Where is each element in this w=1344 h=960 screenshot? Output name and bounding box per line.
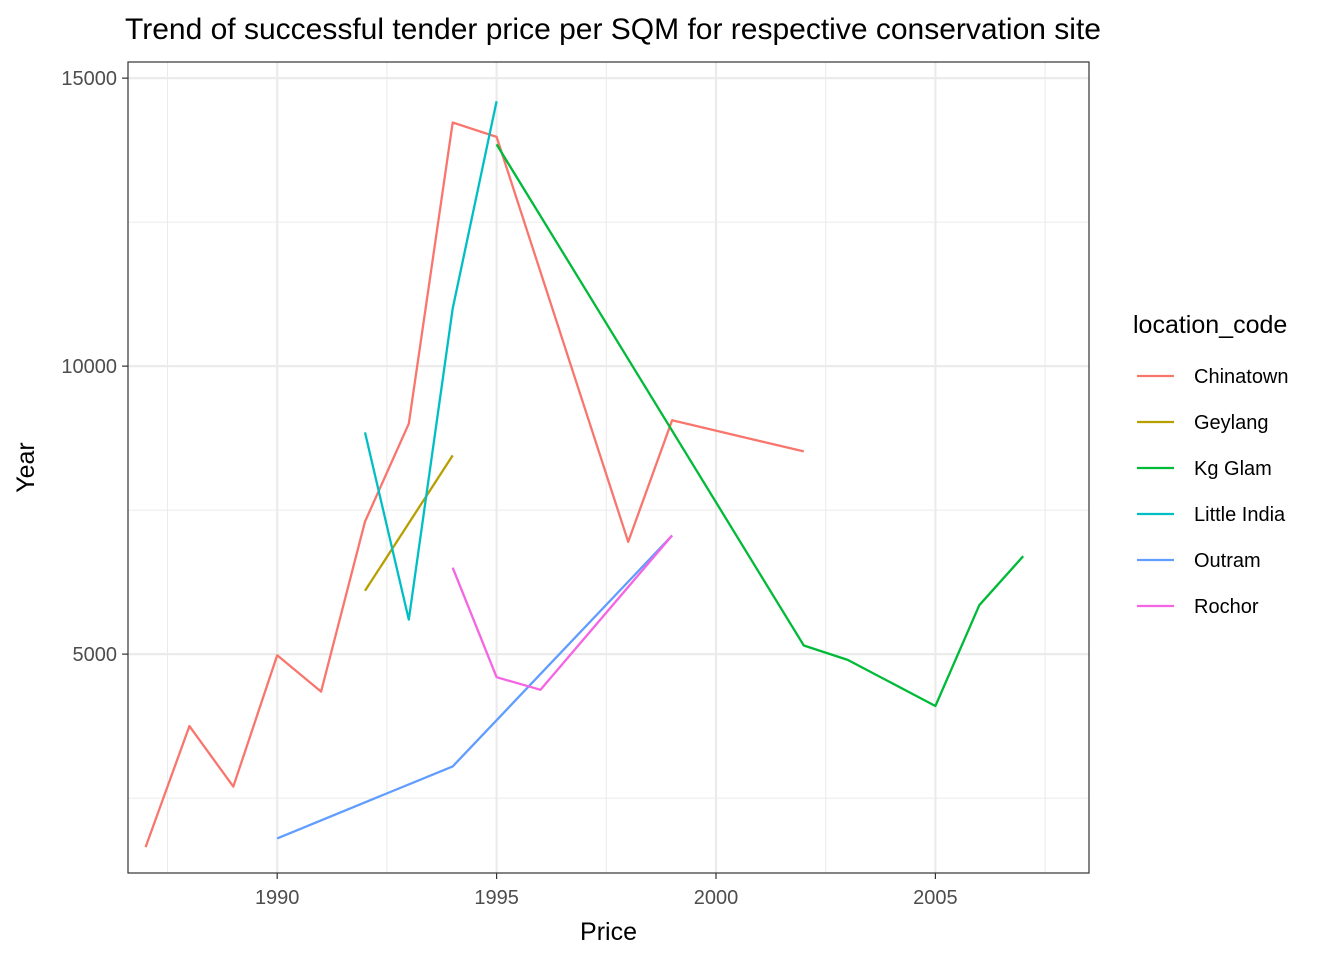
x-tick-label: 1990 <box>255 887 300 909</box>
x-axis: 1990 1995 2000 2005 <box>255 873 958 909</box>
series-line-little-india <box>363 100 498 621</box>
legend-item-kg-glam: Kg Glam <box>1137 458 1272 480</box>
legend-label-outram: Outram <box>1194 550 1261 572</box>
legend-title: location_code <box>1133 311 1287 339</box>
y-tick-label: 5000 <box>73 644 118 666</box>
y-axis: 5000 10000 15000 <box>61 68 128 666</box>
x-tick-label: 2000 <box>694 887 739 909</box>
y-tick-label: 10000 <box>61 356 117 378</box>
chart-title: Trend of successful tender price per SQM… <box>125 13 1101 46</box>
series-line-chinatown <box>144 121 805 848</box>
legend-items: Chinatown Geylang Kg Glam Little India Outra… <box>1137 366 1289 618</box>
x-tick-label: 1995 <box>474 887 519 909</box>
x-tick-label: 2005 <box>913 887 958 909</box>
legend: location_code Chinatown Geylang Kg Glam Lit… <box>1133 311 1289 618</box>
x-axis-title: Price <box>580 918 637 946</box>
series-line-rochor <box>451 534 673 691</box>
series-line-geylang <box>364 454 454 592</box>
minor-grid-lines <box>128 62 1089 873</box>
series-lines <box>144 100 1025 848</box>
y-tick-label: 15000 <box>61 68 117 90</box>
legend-item-outram: Outram <box>1137 550 1261 572</box>
legend-label-kg-glam: Kg Glam <box>1194 458 1272 480</box>
legend-item-little-india: Little India <box>1137 504 1286 526</box>
legend-label-chinatown: Chinatown <box>1194 366 1289 388</box>
plot-panel-border <box>127 61 1090 874</box>
legend-label-geylang: Geylang <box>1194 412 1269 434</box>
legend-item-rochor: Rochor <box>1137 596 1259 618</box>
legend-label-little-india: Little India <box>1194 504 1286 526</box>
legend-item-geylang: Geylang <box>1137 412 1269 434</box>
legend-item-chinatown: Chinatown <box>1137 366 1289 388</box>
series-line-outram <box>276 534 673 840</box>
series-line-kg-glam <box>495 143 1025 708</box>
y-axis-title: Year <box>12 442 40 493</box>
major-grid-lines <box>128 62 1089 873</box>
legend-label-rochor: Rochor <box>1194 596 1259 618</box>
